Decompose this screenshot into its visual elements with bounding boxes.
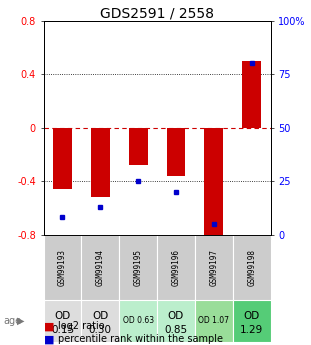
Bar <box>81 299 119 342</box>
Text: GSM99194: GSM99194 <box>96 248 105 286</box>
Text: 0.15: 0.15 <box>51 325 74 335</box>
Text: log2 ratio: log2 ratio <box>58 321 104 331</box>
Text: age: age <box>3 316 21 326</box>
Text: OD: OD <box>54 310 71 321</box>
Bar <box>195 299 233 342</box>
Text: 0.30: 0.30 <box>89 325 112 335</box>
Bar <box>53 128 72 189</box>
Title: GDS2591 / 2558: GDS2591 / 2558 <box>100 7 214 21</box>
Text: GSM99193: GSM99193 <box>58 248 67 286</box>
Bar <box>129 128 148 165</box>
Text: ■: ■ <box>44 334 54 344</box>
Bar <box>157 235 195 299</box>
Bar <box>119 299 157 342</box>
Bar <box>233 235 271 299</box>
Text: ▶: ▶ <box>17 316 25 326</box>
Bar <box>44 299 81 342</box>
Text: GSM99198: GSM99198 <box>247 248 256 286</box>
Text: OD: OD <box>244 310 260 321</box>
Bar <box>166 128 185 176</box>
Text: OD: OD <box>168 310 184 321</box>
Text: 1.29: 1.29 <box>240 325 263 335</box>
Text: OD 0.63: OD 0.63 <box>123 316 154 325</box>
Text: OD: OD <box>92 310 109 321</box>
Bar <box>242 61 261 128</box>
Bar <box>195 235 233 299</box>
Text: OD 1.07: OD 1.07 <box>198 316 229 325</box>
Text: ■: ■ <box>44 321 54 331</box>
Text: GSM99195: GSM99195 <box>134 248 143 286</box>
Text: GSM99196: GSM99196 <box>171 248 180 286</box>
Bar <box>157 299 195 342</box>
Bar <box>44 235 81 299</box>
Text: percentile rank within the sample: percentile rank within the sample <box>58 334 223 344</box>
Bar <box>119 235 157 299</box>
Bar <box>91 128 110 197</box>
Bar <box>204 128 223 239</box>
Text: 0.85: 0.85 <box>165 325 188 335</box>
Bar <box>233 299 271 342</box>
Bar <box>81 235 119 299</box>
Text: GSM99197: GSM99197 <box>209 248 218 286</box>
